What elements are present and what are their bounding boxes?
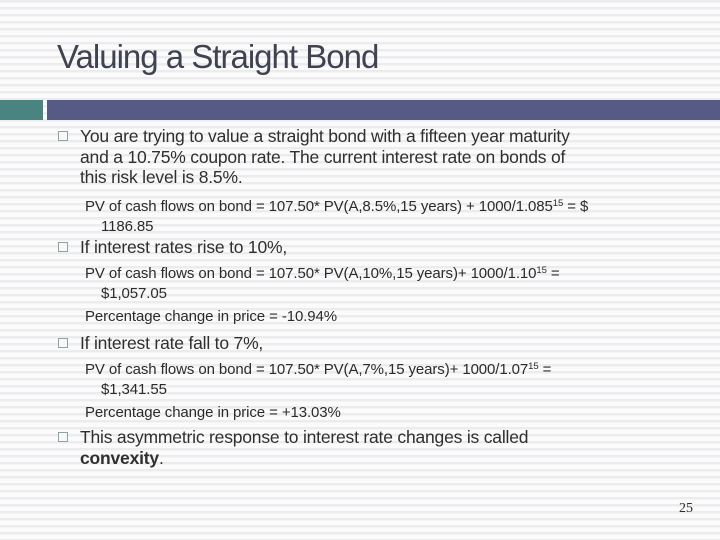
bullet-text: this risk level is 8.5%. xyxy=(80,167,243,187)
exponent: 15 xyxy=(528,361,539,372)
formula-line: PV of cash flows on bond = 107.50* PV(A,… xyxy=(85,265,695,285)
exponent: 15 xyxy=(536,265,547,276)
formula-3: PV of cash flows on bond = 107.50* PV(A,… xyxy=(85,361,695,398)
accent-purple-bar xyxy=(47,100,720,120)
formula-line: PV of cash flows on bond = 107.50* PV(A,… xyxy=(85,361,695,381)
page-title: Valuing a Straight Bond xyxy=(57,38,379,75)
period: . xyxy=(158,447,164,468)
formula-result: 1186.85 xyxy=(101,217,154,235)
percentage-text: Percentage change in price = -10.94% xyxy=(85,308,337,325)
bullet-square-icon xyxy=(58,338,68,348)
percentage-line-2: Percentage change in price = +13.03% xyxy=(85,404,695,422)
formula-1: PV of cash flows on bond = 107.50* PV(A,… xyxy=(85,198,695,235)
bullet-text: and a 10.75% coupon rate. The current in… xyxy=(80,146,566,167)
formula-text: PV of cash flows on bond = 107.50* PV(A,… xyxy=(85,361,529,378)
bullet-square-icon xyxy=(58,432,68,442)
formula-2: PV of cash flows on bond = 107.50* PV(A,… xyxy=(85,265,695,302)
bullet-item-3: If interest rate fall to 7%, xyxy=(57,333,720,354)
convexity-term: convexity xyxy=(80,447,159,468)
formula-text: = xyxy=(546,265,560,282)
accent-teal-block xyxy=(0,100,43,120)
formula-result: $1,341.55 xyxy=(101,380,167,398)
bullet-square-icon xyxy=(58,242,68,252)
bullet-text: convexity. xyxy=(80,448,720,469)
formula-line: PV of cash flows on bond = 107.50* PV(A,… xyxy=(85,198,695,218)
bullet-text: This asymmetric response to interest rat… xyxy=(80,427,529,447)
bullet-text: If interest rate fall to 7%, xyxy=(80,333,264,353)
bullet-item-1: You are trying to value a straight bond … xyxy=(57,126,720,188)
bullet-square-icon xyxy=(58,131,68,141)
bullet-item-2: If interest rates rise to 10%, xyxy=(57,237,720,258)
formula-text: PV of cash flows on bond = 107.50* PV(A,… xyxy=(85,265,537,282)
formula-result: $1,057.05 xyxy=(101,284,167,302)
exponent: 15 xyxy=(552,198,564,209)
percentage-line-1: Percentage change in price = -10.94% xyxy=(85,308,695,326)
formula-text: = $ xyxy=(563,198,589,215)
bullet-text: You are trying to value a straight bond … xyxy=(80,126,570,146)
bullet-item-4: This asymmetric response to interest rat… xyxy=(57,427,720,468)
percentage-text: Percentage change in price = +13.03% xyxy=(85,404,341,421)
page-number: 25 xyxy=(679,501,693,516)
formula-text: = xyxy=(538,361,552,378)
bullet-text: If interest rates rise to 10%, xyxy=(80,237,288,257)
formula-text: PV of cash flows on bond = 107.50* PV(A,… xyxy=(85,198,553,215)
